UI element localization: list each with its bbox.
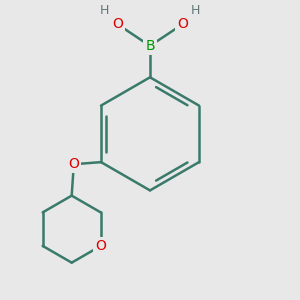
Text: O: O	[112, 17, 123, 31]
Text: H: H	[100, 4, 110, 17]
Text: B: B	[145, 39, 155, 53]
Text: O: O	[177, 17, 188, 31]
Text: O: O	[95, 239, 106, 253]
Text: O: O	[68, 157, 79, 171]
Text: H: H	[190, 4, 200, 17]
